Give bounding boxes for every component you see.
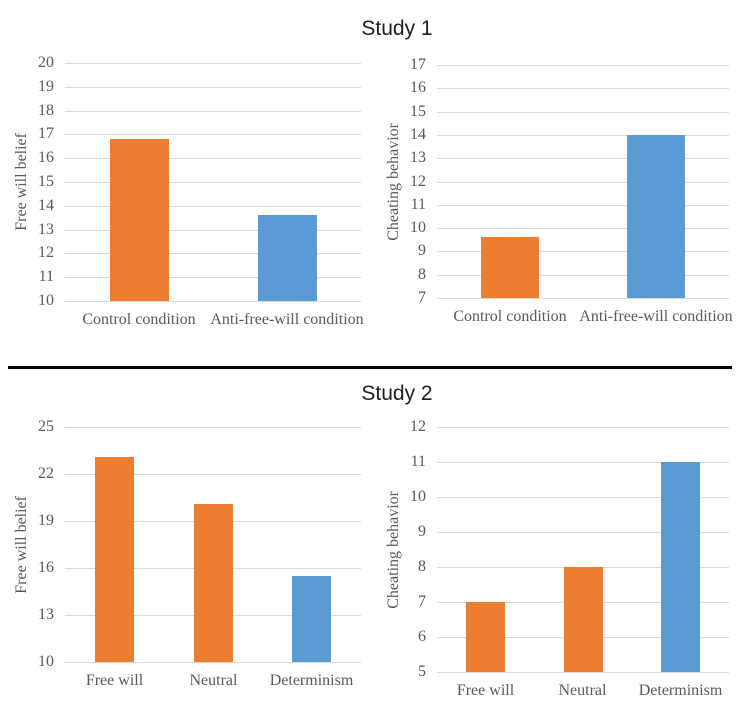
y-gridline (65, 253, 361, 254)
bar-neutral (194, 504, 233, 662)
category-label: Neutral (189, 672, 238, 689)
y-tick-label: 12 (38, 244, 54, 261)
y-tick-label: 13 (38, 606, 54, 623)
y-tick-label: 11 (410, 453, 426, 470)
y-gridline (437, 427, 729, 428)
y-gridline (65, 277, 361, 278)
category-label: Free will (85, 672, 144, 689)
y-tick-label: 16 (410, 79, 426, 96)
study2-title: Study 2 (361, 382, 433, 405)
y-tick-label: 17 (410, 56, 426, 73)
y-gridline (437, 65, 729, 66)
y-gridline (65, 427, 361, 428)
y-tick-label: 11 (410, 196, 426, 213)
y-tick-label: 13 (410, 149, 426, 166)
y-axis-title: Free will belief (12, 63, 32, 301)
y-tick-label: 22 (38, 465, 54, 482)
y-axis-title: Cheating behavior (384, 65, 404, 298)
bar-control-condition (110, 139, 169, 301)
y-gridline (437, 672, 729, 673)
study1-title: Study 1 (361, 17, 433, 40)
bar-free-will (95, 457, 134, 662)
y-axis-title: Free will belief (12, 427, 32, 662)
y-tick-label: 9 (418, 523, 426, 540)
y-tick-label: 6 (418, 628, 426, 645)
bar-anti-free-will-condition (627, 135, 685, 298)
y-axis-title-text: Cheating behavior (385, 122, 402, 241)
y-gridline (65, 206, 361, 207)
y-gridline (65, 301, 361, 302)
y-axis-title-text: Cheating behavior (385, 490, 402, 609)
y-tick-label: 7 (418, 289, 426, 306)
y-tick-label: 8 (418, 558, 426, 575)
y-tick-label: 7 (418, 593, 426, 610)
category-label: Free will (456, 682, 515, 699)
bar-determinism (292, 576, 331, 662)
y-tick-label: 16 (38, 559, 54, 576)
y-tick-label: 8 (418, 266, 426, 283)
y-gridline (65, 134, 361, 135)
y-tick-label: 15 (38, 173, 54, 190)
y-gridline (437, 228, 729, 229)
y-tick-label: 20 (38, 54, 54, 71)
y-tick-label: 17 (38, 125, 54, 142)
y-tick-label: 11 (38, 268, 54, 285)
y-tick-label: 10 (38, 653, 54, 670)
y-tick-label: 10 (38, 292, 54, 309)
y-gridline (65, 87, 361, 88)
y-tick-label: 15 (410, 103, 426, 120)
category-label: Neutral (558, 682, 607, 699)
y-gridline (65, 182, 361, 183)
y-tick-label: 18 (38, 102, 54, 119)
y-axis-title-text: Free will belief (13, 133, 30, 231)
category-label: Determinism (638, 682, 723, 699)
bar-determinism (661, 462, 700, 672)
category-label: Control condition (82, 311, 196, 328)
y-gridline (437, 532, 729, 533)
y-tick-label: 16 (38, 149, 54, 166)
y-gridline (437, 275, 729, 276)
y-gridline (437, 135, 729, 136)
y-tick-label: 25 (38, 418, 54, 435)
category-label: Determinism (269, 672, 354, 689)
category-label: Anti-free-will condition (210, 311, 364, 328)
y-tick-label: 12 (410, 173, 426, 190)
section-divider-line (8, 366, 732, 369)
y-gridline (437, 298, 729, 299)
y-axis-title: Cheating behavior (384, 427, 404, 672)
bar-free-will (466, 602, 505, 672)
y-tick-label: 14 (38, 197, 54, 214)
y-tick-label: 19 (38, 512, 54, 529)
y-tick-label: 10 (410, 488, 426, 505)
y-gridline (437, 88, 729, 89)
y-tick-label: 19 (38, 78, 54, 95)
y-gridline (65, 63, 361, 64)
y-gridline (437, 182, 729, 183)
bar-control-condition (481, 237, 539, 298)
y-gridline (437, 112, 729, 113)
y-gridline (437, 251, 729, 252)
y-gridline (65, 474, 361, 475)
y-gridline (437, 497, 729, 498)
y-tick-label: 14 (410, 126, 426, 143)
y-gridline (437, 158, 729, 159)
category-label: Anti-free-will condition (579, 308, 733, 325)
y-gridline (65, 662, 361, 663)
y-gridline (65, 230, 361, 231)
bar-anti-free-will-condition (258, 215, 317, 301)
y-tick-label: 5 (418, 663, 426, 680)
y-gridline (437, 462, 729, 463)
y-axis-title-text: Free will belief (13, 495, 30, 594)
y-gridline (437, 205, 729, 206)
y-tick-label: 10 (410, 219, 426, 236)
y-gridline (65, 158, 361, 159)
bar-neutral (564, 567, 603, 672)
y-gridline (65, 111, 361, 112)
y-tick-label: 12 (410, 418, 426, 435)
category-label: Control condition (453, 308, 567, 325)
y-tick-label: 13 (38, 221, 54, 238)
y-tick-label: 9 (418, 242, 426, 259)
